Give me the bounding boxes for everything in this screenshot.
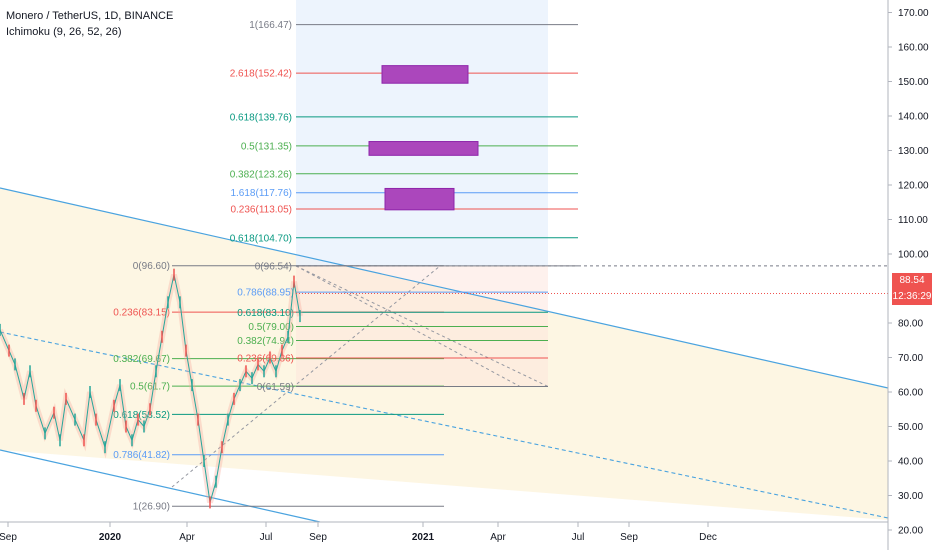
indicator-label[interactable]: Ichimoku (9, 26, 52, 26) [6,26,122,38]
x-tick-label: Sep [309,532,327,543]
y-tick-label: 60.00 [898,388,923,399]
fib-upper-label: 0.618(104.70) [230,233,292,244]
fib-mid-label: 0.786(88.95) [237,288,294,299]
fib-mid-label: 0(61.59) [257,382,294,393]
channel-upper-line [0,187,889,389]
target-box [384,187,455,211]
x-tick-label: Sep [0,532,17,543]
fib-lower-label: 0.236(83.15) [113,308,170,319]
x-tick-label: Apr [179,532,195,543]
target-box [381,65,469,84]
x-tick-label: Sep [620,532,638,543]
x-tick-label: Jul [260,532,273,543]
fib-upper-label: 0.618(139.76) [230,112,292,123]
y-tick-label: 50.00 [898,422,923,433]
fib-upper-label: 0.382(123.26) [230,169,292,180]
fib-upper-label: 1.618(117.76) [230,188,292,199]
fib-lower-label: 0(96.60) [133,261,170,272]
x-tick-label: 2020 [99,532,122,543]
fib-lower-label: 0.382(69.67) [113,354,170,365]
fib-upper-label: 2.618(152.42) [230,69,292,80]
fib-mid-label: 0.5(79.00) [248,322,294,333]
y-tick-label: 30.00 [898,491,923,502]
y-tick-label: 20.00 [898,526,923,537]
y-tick-label: 170.00 [898,8,929,19]
x-tick-label: 2021 [412,532,435,543]
fib-lower-label: 1(26.90) [133,502,170,513]
channel-lower-line [0,449,321,523]
target-box [368,141,479,156]
fib-mid-label: 0.382(74.94) [237,336,294,347]
fib-lower-label: 0.786(41.82) [113,450,170,461]
fib-upper-label: 0.236(113.05) [230,204,292,215]
x-tick-label: Dec [699,532,717,543]
fib-lower-label: 0.5(61.7) [130,382,170,393]
x-tick-label: Apr [490,532,506,543]
channel-mid-line [0,331,889,519]
y-tick-label: 70.00 [898,353,923,364]
y-tick-label: 160.00 [898,43,929,54]
y-tick-label: 130.00 [898,146,929,157]
symbol-title[interactable]: Monero / TetherUS, 1D, BINANCE [6,10,174,22]
y-tick-label: 80.00 [898,319,923,330]
fib-upper-label: 0.5(131.35) [241,141,292,152]
fib-extension-zone [296,0,548,266]
fib-upper-label: 0(96.54) [255,261,292,272]
y-tick-label: 110.00 [898,215,928,226]
projection-line [171,265,441,488]
last-price-badge: 88.54 [892,273,932,289]
chart-legend: Monero / TetherUS, 1D, BINANCE Ichimoku … [6,8,173,40]
fib-lower-label: 0.618(53.52) [113,410,170,421]
y-tick-label: 40.00 [898,457,923,468]
fib-mid-label: 0.236(69.86) [237,353,294,364]
fib-upper-label: 1(166.47) [249,20,292,31]
y-tick-label: 100.00 [898,250,929,261]
x-tick-label: Jul [572,532,585,543]
y-tick-label: 120.00 [898,181,929,192]
y-tick-label: 140.00 [898,112,929,123]
countdown-badge: 12:36:29 [892,289,932,305]
fib-mid-label: 0.618(83.10) [237,308,294,319]
y-tick-label: 150.00 [898,77,929,88]
